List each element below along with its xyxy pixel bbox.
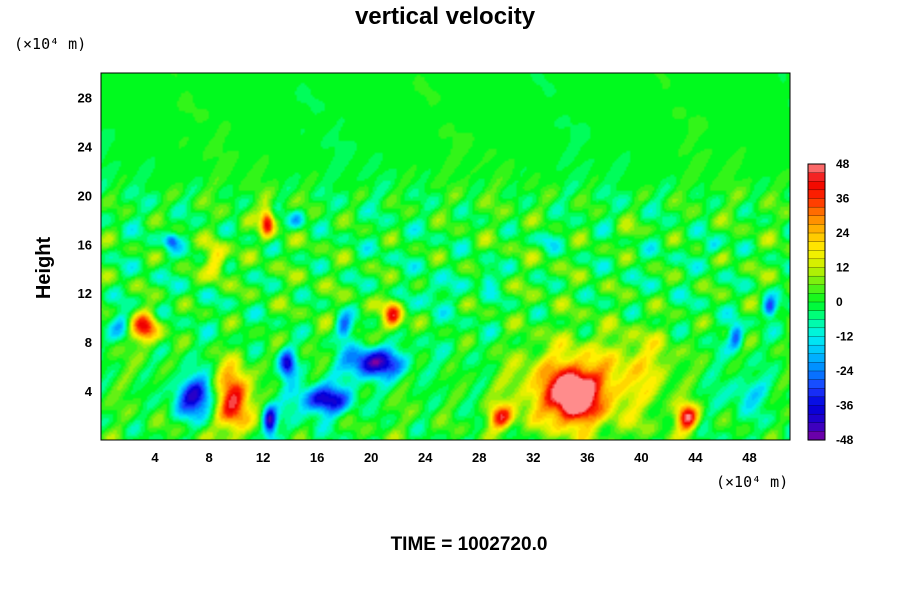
colorbar-band [807, 293, 826, 303]
colorbar-band [807, 405, 826, 415]
plot-area [100, 72, 791, 441]
colorbar-band [807, 362, 826, 372]
colorbar-band [807, 422, 826, 432]
colorbar-band [807, 344, 826, 355]
x-tick-label: 48 [742, 450, 756, 465]
y-unit-label: (×10⁴ m) [14, 35, 86, 53]
x-tick-label: 16 [310, 450, 324, 465]
colorbar-band [807, 232, 826, 243]
colorbar-tick-label: -48 [836, 433, 854, 447]
colorbar-bands [807, 163, 826, 441]
colorbar-frame [807, 163, 826, 441]
colorbar-band [807, 319, 826, 329]
x-tick-label: 36 [580, 450, 594, 465]
y-tick-label: 16 [78, 237, 92, 252]
colorbar-tick-label: 48 [836, 157, 850, 171]
colorbar-band [807, 198, 826, 208]
y-tick-label: 4 [85, 384, 93, 399]
colorbar-band [807, 353, 826, 363]
colorbar-band [807, 189, 826, 200]
colorbar-band [807, 172, 826, 182]
colorbar-band [807, 336, 826, 346]
colorbar-band [807, 310, 826, 320]
colorbar-band [807, 163, 826, 174]
colorbar-band [807, 181, 826, 191]
colorbar-tick-label: 0 [836, 295, 843, 309]
x-tick-label: 32 [526, 450, 540, 465]
y-tick-label: 24 [78, 139, 93, 154]
colorbar-band [807, 431, 826, 441]
colorbar-band [807, 284, 826, 294]
colorbar-band [807, 206, 826, 217]
colorbar-tick-label: 12 [836, 261, 850, 275]
y-axis-label: Height [33, 237, 55, 300]
colorbar-band [807, 327, 826, 338]
colorbar-band [807, 224, 826, 234]
colorbar-tick-label: 36 [836, 192, 850, 206]
colorbar-band [807, 379, 826, 389]
x-tick-label: 20 [364, 450, 378, 465]
y-axis-ticks: 4 8 12 16 20 24 28 [78, 90, 93, 399]
colorbar-band [807, 215, 826, 225]
colorbar-band [807, 267, 826, 277]
colorbar-band [807, 370, 826, 381]
x-tick-label: 24 [418, 450, 433, 465]
colorbar-band [807, 241, 826, 251]
y-tick-label: 8 [85, 335, 92, 350]
colorbar-band [807, 275, 826, 286]
plot-frame [100, 72, 791, 441]
x-tick-label: 8 [205, 450, 212, 465]
x-tick-label: 40 [634, 450, 648, 465]
colorbar-tick-label: -36 [836, 399, 854, 413]
colorbar-band [807, 388, 826, 398]
y-tick-label: 28 [78, 90, 92, 105]
x-axis-ticks: 4 8 12 16 20 24 28 32 36 40 44 48 [151, 450, 756, 465]
colorbar-ticks: 48 36 24 12 0 -12 -24 -36 -48 [836, 157, 854, 447]
chart-title: vertical velocity [355, 3, 536, 30]
time-label: TIME = 1002720.0 [391, 534, 548, 555]
y-tick-label: 12 [78, 286, 92, 301]
x-tick-label: 28 [472, 450, 486, 465]
x-tick-label: 44 [688, 450, 703, 465]
colorbar-band [807, 250, 826, 260]
velocity-field [101, 73, 790, 440]
colorbar-band [807, 301, 826, 312]
x-tick-label: 4 [151, 450, 159, 465]
colorbar-tick-label: -12 [836, 330, 854, 344]
colorbar-tick-label: 24 [836, 226, 850, 240]
x-unit-label: (×10⁴ m) [716, 473, 788, 491]
colorbar-band [807, 258, 826, 269]
colorbar-tick-label: -24 [836, 364, 854, 378]
colorbar-band [807, 413, 826, 424]
colorbar: 48 36 24 12 0 -12 -24 -36 -48 [807, 157, 854, 447]
y-tick-label: 20 [78, 188, 92, 203]
x-tick-label: 12 [256, 450, 270, 465]
colorbar-band [807, 396, 826, 407]
